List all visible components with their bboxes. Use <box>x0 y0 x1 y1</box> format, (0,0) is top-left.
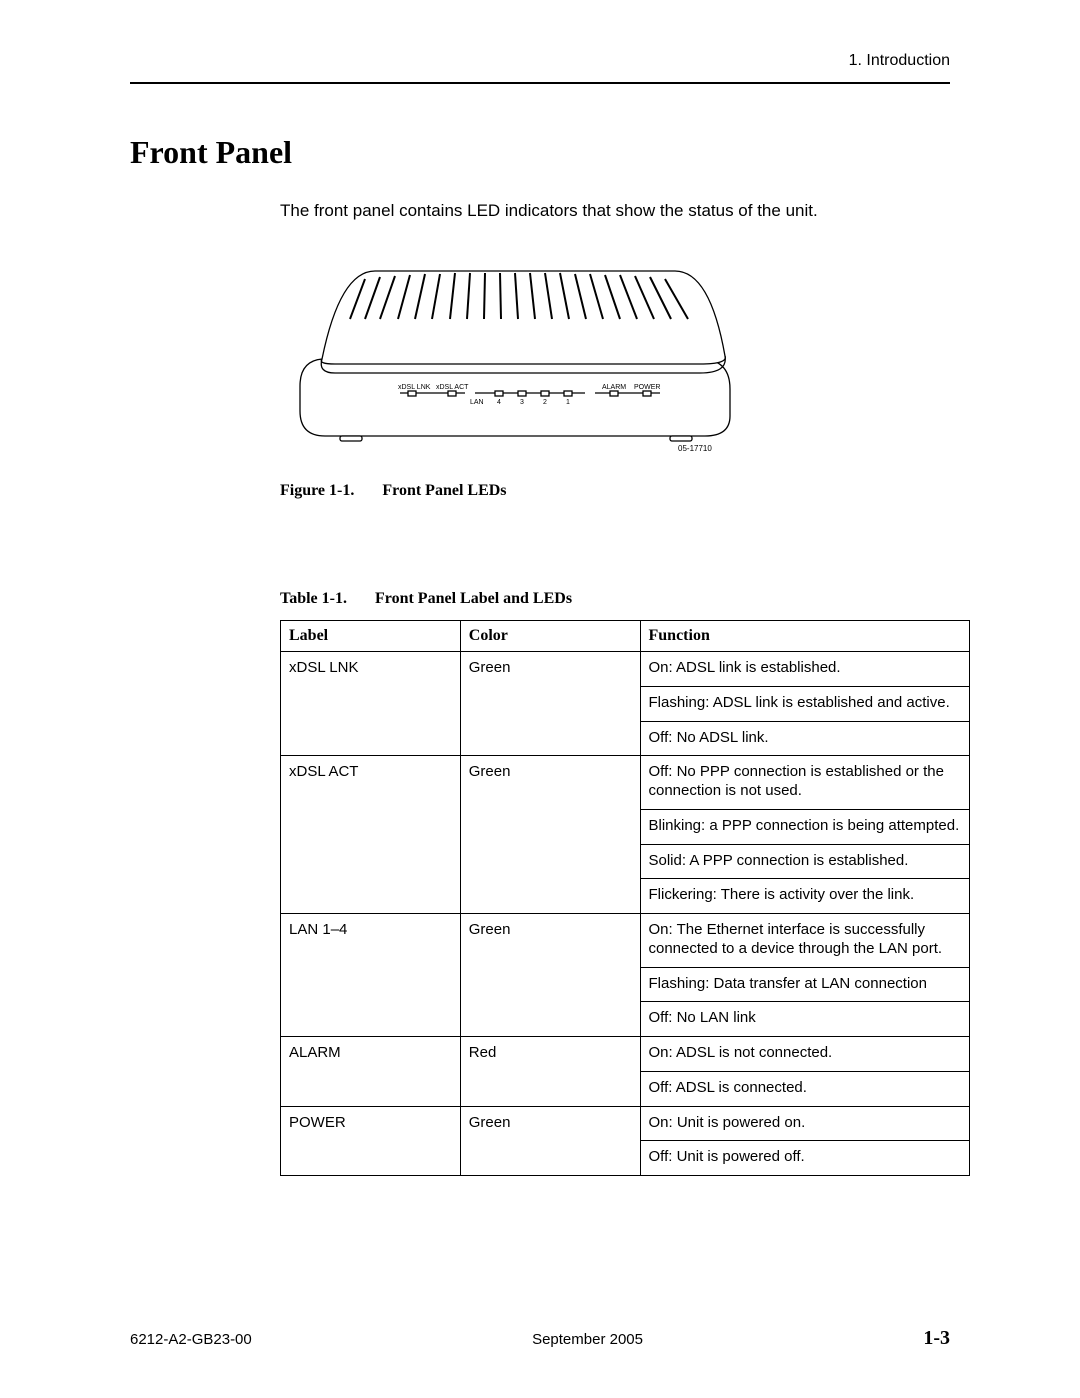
cell-function: Blinking: a PPP connection is being atte… <box>640 809 970 844</box>
cell-color: Green <box>460 756 640 914</box>
cell-label: xDSL ACT <box>281 756 461 914</box>
table-row: xDSL ACT Green Off: No PPP connection is… <box>281 756 970 810</box>
device-svg: xDSL LNK xDSL ACT ALARM POWER LAN 4 3 2 … <box>280 261 750 461</box>
cell-label: LAN 1–4 <box>281 914 461 1037</box>
cell-function: Off: No LAN link <box>640 1002 970 1037</box>
section-title: Front Panel <box>130 134 950 171</box>
table-body: xDSL LNK Green On: ADSL link is establis… <box>281 652 970 1176</box>
table-row: xDSL LNK Green On: ADSL link is establis… <box>281 652 970 687</box>
footer-docnum: 6212-A2-GB23-00 <box>130 1331 252 1348</box>
footer: 6212-A2-GB23-00 September 2005 1-3 <box>130 1327 950 1350</box>
cell-function: On: The Ethernet interface is successful… <box>640 914 970 968</box>
figure-caption-num: Figure 1-1. <box>280 482 354 499</box>
figure-caption: Figure 1-1. Front Panel LEDs <box>280 482 950 500</box>
th-function: Function <box>640 621 970 652</box>
cell-color: Green <box>460 914 640 1037</box>
cell-color: Green <box>460 1106 640 1176</box>
cell-label: POWER <box>281 1106 461 1176</box>
table-row: ALARM Red On: ADSL is not connected. <box>281 1037 970 1072</box>
cell-color: Red <box>460 1037 640 1107</box>
svg-label-alarm: ALARM <box>602 384 626 391</box>
cell-label: ALARM <box>281 1037 461 1107</box>
cell-function: Flashing: Data transfer at LAN connectio… <box>640 967 970 1002</box>
cell-function: On: Unit is powered on. <box>640 1106 970 1141</box>
led-table: Label Color Function xDSL LNK Green On: … <box>280 620 970 1176</box>
header-rule <box>130 82 950 84</box>
table-caption-num: Table 1-1. <box>280 590 347 607</box>
th-label: Label <box>281 621 461 652</box>
table-row: LAN 1–4 Green On: The Ethernet interface… <box>281 914 970 968</box>
svg-label-power: POWER <box>634 384 660 391</box>
cell-function: Off: No ADSL link. <box>640 721 970 756</box>
svg-label-xdsl-lnk: xDSL LNK <box>398 384 431 391</box>
footer-page: 1-3 <box>923 1327 950 1350</box>
cell-label: xDSL LNK <box>281 652 461 756</box>
body: The front panel contains LED indicators … <box>280 201 950 1176</box>
svg-label-lan: LAN <box>470 399 484 406</box>
cell-function: Flickering: There is activity over the l… <box>640 879 970 914</box>
cell-function: On: ADSL is not connected. <box>640 1037 970 1072</box>
cell-function: Off: ADSL is connected. <box>640 1071 970 1106</box>
th-color: Color <box>460 621 640 652</box>
device-figure: xDSL LNK xDSL ACT ALARM POWER LAN 4 3 2 … <box>280 261 950 466</box>
table-caption-title: Front Panel Label and LEDs <box>375 590 572 607</box>
table-caption: Table 1-1. Front Panel Label and LEDs <box>280 590 950 608</box>
header-chapter: 1. Introduction <box>130 52 950 82</box>
cell-function: Off: Unit is powered off. <box>640 1141 970 1176</box>
svg-label-xdsl-act: xDSL ACT <box>436 384 469 391</box>
cell-function: Flashing: ADSL link is established and a… <box>640 686 970 721</box>
footer-date: September 2005 <box>532 1331 643 1348</box>
cell-function: Solid: A PPP connection is established. <box>640 844 970 879</box>
cell-function: On: ADSL link is established. <box>640 652 970 687</box>
cell-color: Green <box>460 652 640 756</box>
cell-function: Off: No PPP connection is established or… <box>640 756 970 810</box>
lead-text: The front panel contains LED indicators … <box>280 201 950 221</box>
page: 1. Introduction Front Panel The front pa… <box>0 0 1080 1176</box>
svg-partno: 05-17710 <box>678 444 712 453</box>
figure-caption-title: Front Panel LEDs <box>382 482 506 499</box>
table-header-row: Label Color Function <box>281 621 970 652</box>
table-row: POWER Green On: Unit is powered on. <box>281 1106 970 1141</box>
